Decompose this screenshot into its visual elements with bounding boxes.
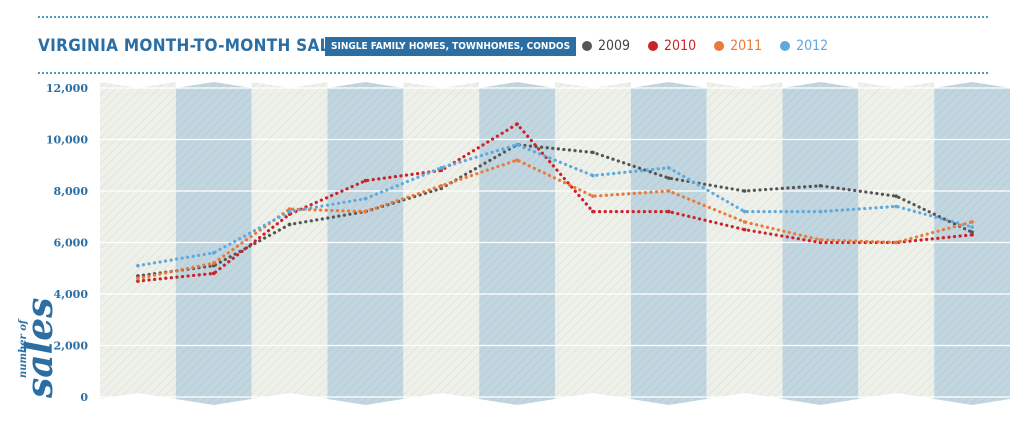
- month-band: [175, 82, 252, 405]
- y-tick-label: 10,000: [46, 134, 88, 147]
- legend-dot: [780, 41, 791, 51]
- chart-subtitle-badge: SINGLE FAMILY HOMES, TOWNHOMES, CONDOS: [325, 37, 577, 56]
- legend-dot: [648, 41, 659, 51]
- month-band: [479, 82, 555, 405]
- legend-dot: [714, 41, 725, 51]
- data-point: [666, 176, 671, 180]
- data-point: [742, 209, 747, 214]
- month-band: [706, 82, 783, 399]
- legend-label: 2012: [796, 38, 829, 54]
- data-point: [515, 122, 519, 126]
- data-point: [742, 189, 747, 193]
- data-point: [894, 240, 899, 245]
- month-band: [630, 82, 707, 405]
- top-dotted-rule: [38, 16, 988, 18]
- data-point: [287, 222, 292, 227]
- data-point: [136, 276, 140, 281]
- series-line-2012: [136, 143, 974, 268]
- data-point: [970, 230, 974, 234]
- month-band: [251, 82, 328, 399]
- legend-label: 2011: [730, 38, 763, 54]
- data-point: [211, 271, 216, 276]
- data-point: [439, 184, 444, 188]
- series-line-2010: [136, 122, 974, 283]
- legend-item-2012: 2012: [780, 38, 828, 54]
- series-line-2011: [136, 158, 974, 281]
- legend-item-2010: 2010: [648, 38, 696, 54]
- data-point: [970, 232, 974, 237]
- data-point: [136, 274, 140, 278]
- legend-item-2009: 2009: [582, 38, 630, 54]
- data-point: [742, 227, 747, 232]
- legend: 2009 2010 2011 2012: [582, 38, 828, 54]
- data-point: [818, 209, 823, 214]
- data-point: [894, 194, 899, 198]
- data-point: [136, 263, 140, 268]
- y-axis-label: number of sales: [18, 298, 61, 399]
- header-dotted-rule: [38, 72, 988, 74]
- data-point: [439, 166, 444, 170]
- data-point: [363, 196, 368, 201]
- data-point: [363, 178, 368, 183]
- data-point: [894, 204, 899, 209]
- data-point: [591, 194, 595, 198]
- y-tick-label: 2,000: [54, 340, 89, 353]
- data-point: [666, 166, 671, 170]
- data-point: [591, 209, 595, 214]
- y-tick-label: 8,000: [54, 185, 89, 198]
- month-band: [555, 82, 631, 399]
- y-axis-label-bottom: sales: [19, 298, 61, 399]
- data-point: [211, 251, 216, 255]
- data-point: [970, 220, 974, 224]
- y-axis-label-top: number of: [18, 318, 29, 378]
- data-point: [591, 150, 595, 155]
- data-point: [287, 207, 292, 211]
- data-point: [363, 209, 368, 214]
- data-point: [515, 142, 519, 147]
- data-point: [666, 209, 671, 214]
- data-point: [591, 173, 595, 178]
- legend-label: 2009: [598, 38, 631, 54]
- data-point: [211, 263, 216, 268]
- data-point: [515, 158, 519, 162]
- data-point: [818, 184, 823, 188]
- data-point: [136, 279, 140, 283]
- legend-item-2011: 2011: [714, 38, 762, 54]
- data-point: [818, 238, 823, 242]
- data-point: [666, 189, 671, 193]
- data-point: [211, 261, 216, 265]
- series-line-2009: [136, 143, 974, 278]
- month-band: [858, 82, 935, 399]
- legend-label: 2010: [664, 38, 697, 54]
- data-point: [818, 240, 823, 245]
- legend-dot: [582, 41, 592, 51]
- y-tick-label: 12,000: [46, 82, 88, 95]
- data-point: [742, 220, 747, 224]
- month-band: [403, 82, 480, 399]
- data-point: [970, 225, 974, 229]
- month-band: [934, 82, 1010, 405]
- month-band: [100, 82, 176, 399]
- y-tick-label: 6,000: [54, 237, 89, 250]
- data-point: [287, 209, 292, 214]
- y-tick-label: 4,000: [54, 288, 89, 301]
- month-band: [327, 82, 404, 405]
- y-tick-label: 0: [80, 391, 88, 404]
- data-point: [439, 168, 444, 173]
